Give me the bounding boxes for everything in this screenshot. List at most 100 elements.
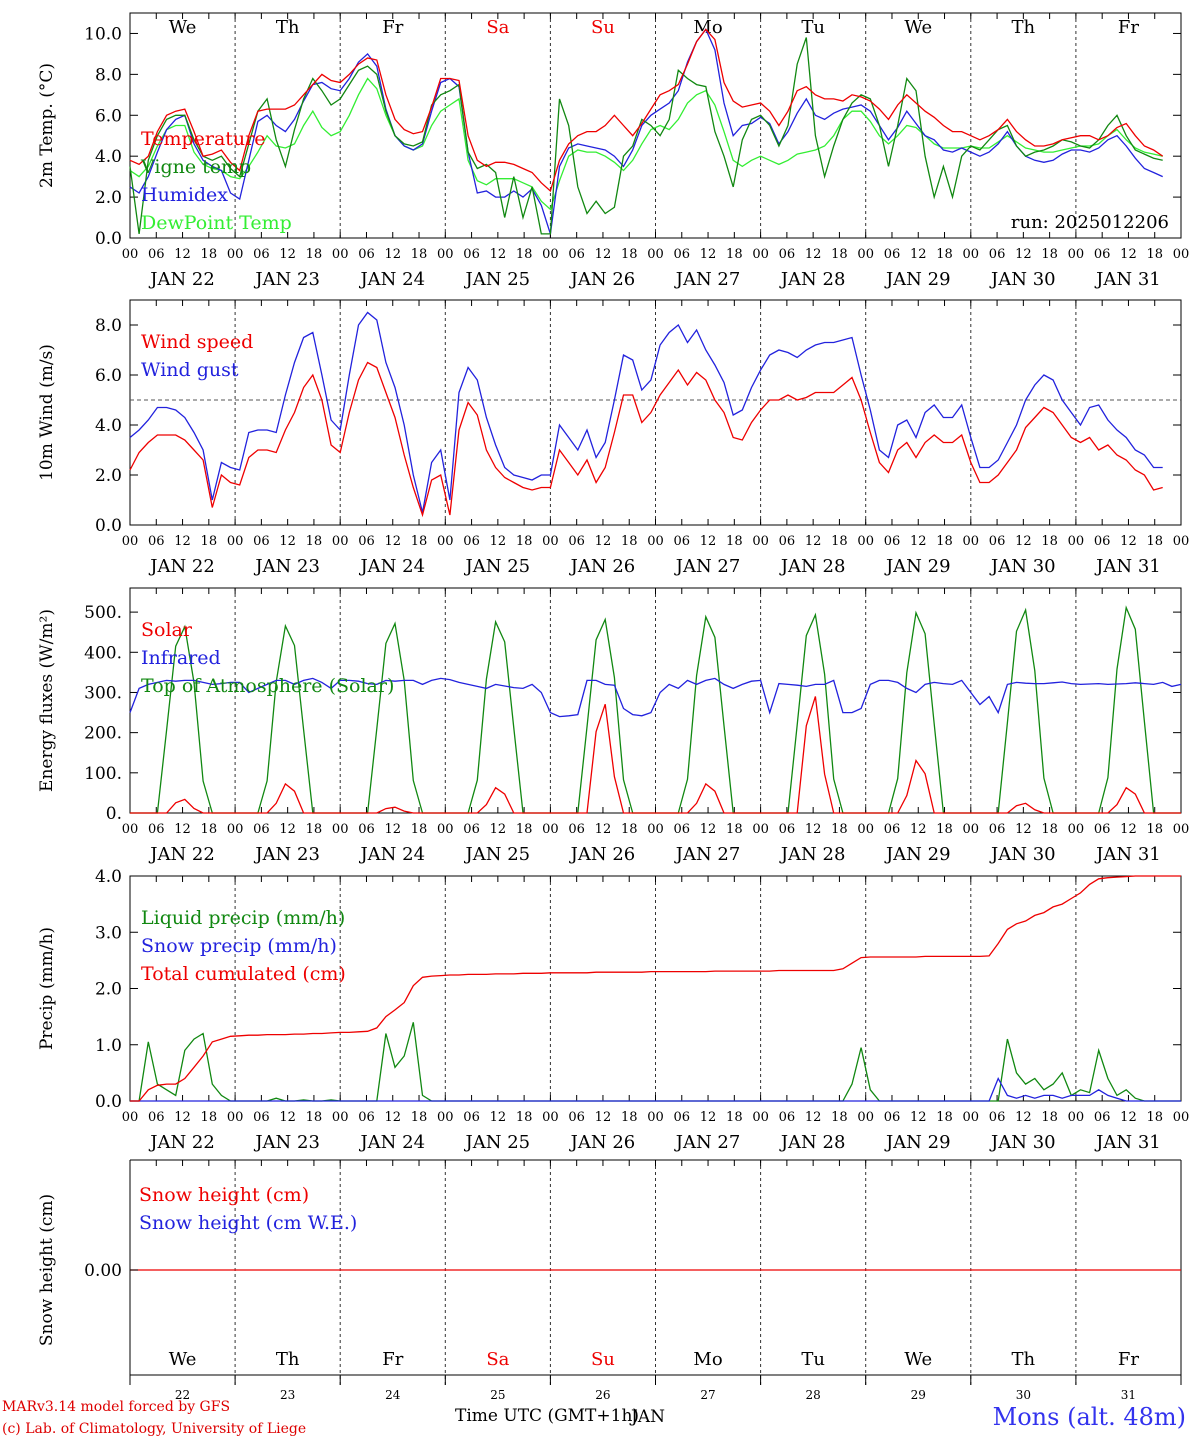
y-tick-label: 8.0: [95, 65, 122, 85]
hour-tick-label: 06: [463, 822, 480, 837]
hour-tick-label: 18: [1041, 534, 1058, 549]
hour-tick-label: 00: [122, 1110, 139, 1125]
y-tick-label: 10.0: [84, 24, 122, 44]
hour-tick-label: 18: [621, 1110, 638, 1125]
hour-tick-label: 18: [516, 1110, 533, 1125]
y-axis-label: Snow height (cm): [37, 1194, 57, 1346]
y-tick-label: 3.0: [95, 923, 122, 943]
hour-tick-label: 18: [411, 822, 428, 837]
legend-entry: Top of Atmosphere (Solar): [141, 675, 394, 697]
wind-series-line: [129, 361, 1163, 518]
weekday-label: Th: [1012, 1349, 1036, 1370]
y-tick-label: 1.0: [95, 1036, 122, 1056]
hour-tick-label: 12: [1015, 247, 1032, 262]
hour-tick-label: 18: [306, 247, 323, 262]
date-label: JAN 24: [358, 269, 425, 290]
date-label: JAN 26: [569, 556, 636, 577]
hour-tick-label: 18: [936, 822, 953, 837]
hour-tick-label: 18: [831, 534, 848, 549]
weekday-label: Fr: [382, 17, 403, 38]
hour-tick-label: 12: [279, 534, 296, 549]
hour-tick-label: 00: [963, 1110, 980, 1125]
hour-tick-label: 12: [910, 534, 927, 549]
hour-tick-label: 18: [1041, 822, 1058, 837]
hour-tick-label: 00: [122, 534, 139, 549]
hour-tick-label: 00: [857, 1110, 874, 1125]
legend-entry: Total cumulated (cm): [141, 963, 346, 985]
date-label: JAN 30: [989, 556, 1056, 577]
hour-tick-label: 00: [332, 247, 349, 262]
hour-tick-label: 18: [936, 534, 953, 549]
hour-tick-label: 18: [726, 1110, 743, 1125]
y-axis-label: 2m Temp. (°C): [37, 63, 57, 188]
hour-tick-label: 00: [752, 1110, 769, 1125]
legend-entry: Wind gust: [141, 359, 239, 381]
date-label: JAN 25: [464, 1132, 531, 1153]
hour-tick-label: 18: [831, 822, 848, 837]
hour-tick-label: 18: [411, 247, 428, 262]
hour-tick-label: 06: [463, 534, 480, 549]
hour-tick-label: 06: [253, 1110, 270, 1125]
y-tick-label: 400.: [84, 643, 122, 663]
temp-series-line: [129, 28, 1164, 193]
hour-tick-label: 00: [1173, 1110, 1190, 1125]
day-number-label: 26: [595, 1388, 610, 1402]
weekday-label: Th: [276, 17, 300, 38]
day-number-label: 23: [280, 1388, 295, 1402]
hour-tick-label: 12: [805, 534, 822, 549]
infrared-line: [129, 677, 1182, 718]
date-label: JAN 23: [253, 844, 320, 865]
hour-tick-label: 12: [595, 247, 612, 262]
temp-series-line: [129, 37, 1163, 235]
weekday-label: Su: [591, 17, 615, 38]
date-label: JAN 30: [989, 269, 1056, 290]
legend-entry: Liquid precip (mm/h): [141, 907, 345, 929]
hour-tick-label: 12: [1015, 822, 1032, 837]
hour-tick-label: 06: [253, 822, 270, 837]
hour-tick-label: 06: [779, 1110, 796, 1125]
y-tick-label: 200.: [84, 724, 122, 744]
hour-tick-label: 00: [227, 534, 244, 549]
hour-tick-label: 12: [174, 247, 191, 262]
hour-tick-label: 06: [989, 822, 1006, 837]
y-tick-label: 500.: [84, 603, 122, 623]
date-label: JAN 23: [253, 556, 320, 577]
hour-tick-label: 18: [831, 247, 848, 262]
hour-tick-label: 06: [884, 822, 901, 837]
y-axis-label: Precip (mm/h): [37, 927, 57, 1050]
hour-tick-label: 06: [1094, 822, 1111, 837]
date-label: JAN 31: [1094, 556, 1161, 577]
hour-tick-label: 06: [674, 534, 691, 549]
hour-tick-label: 06: [568, 247, 585, 262]
hour-tick-label: 18: [1146, 1110, 1163, 1125]
hour-tick-label: 00: [227, 822, 244, 837]
hour-tick-label: 12: [910, 1110, 927, 1125]
date-label: JAN 29: [884, 556, 951, 577]
hour-tick-label: 12: [700, 247, 717, 262]
hour-tick-label: 06: [358, 247, 375, 262]
day-number-label: 25: [490, 1388, 505, 1402]
hour-tick-label: 00: [542, 822, 559, 837]
panel-frame-2: [129, 587, 1182, 814]
hour-tick-label: 12: [174, 822, 191, 837]
hour-tick-label: 00: [1068, 822, 1085, 837]
precip-series-line: [130, 875, 1181, 1102]
date-label: JAN 31: [1094, 1132, 1161, 1153]
hour-tick-label: 18: [726, 247, 743, 262]
hour-tick-label: 00: [437, 1110, 454, 1125]
day-number-label: 30: [1016, 1388, 1031, 1402]
hour-tick-label: 00: [1068, 1110, 1085, 1125]
weekday-label: Tu: [801, 17, 825, 38]
y-tick-label: 0.0: [95, 516, 122, 536]
y-tick-label: 4.0: [95, 416, 122, 436]
hour-tick-label: 12: [490, 247, 507, 262]
date-label: JAN 24: [358, 844, 425, 865]
hour-tick-label: 18: [726, 534, 743, 549]
date-label: JAN 28: [779, 556, 846, 577]
weekday-label: Su: [591, 1349, 615, 1370]
legend-entry: Snow height (cm): [139, 1184, 309, 1206]
hour-tick-label: 12: [279, 247, 296, 262]
hour-tick-label: 00: [227, 1110, 244, 1125]
date-label: JAN 25: [464, 556, 531, 577]
